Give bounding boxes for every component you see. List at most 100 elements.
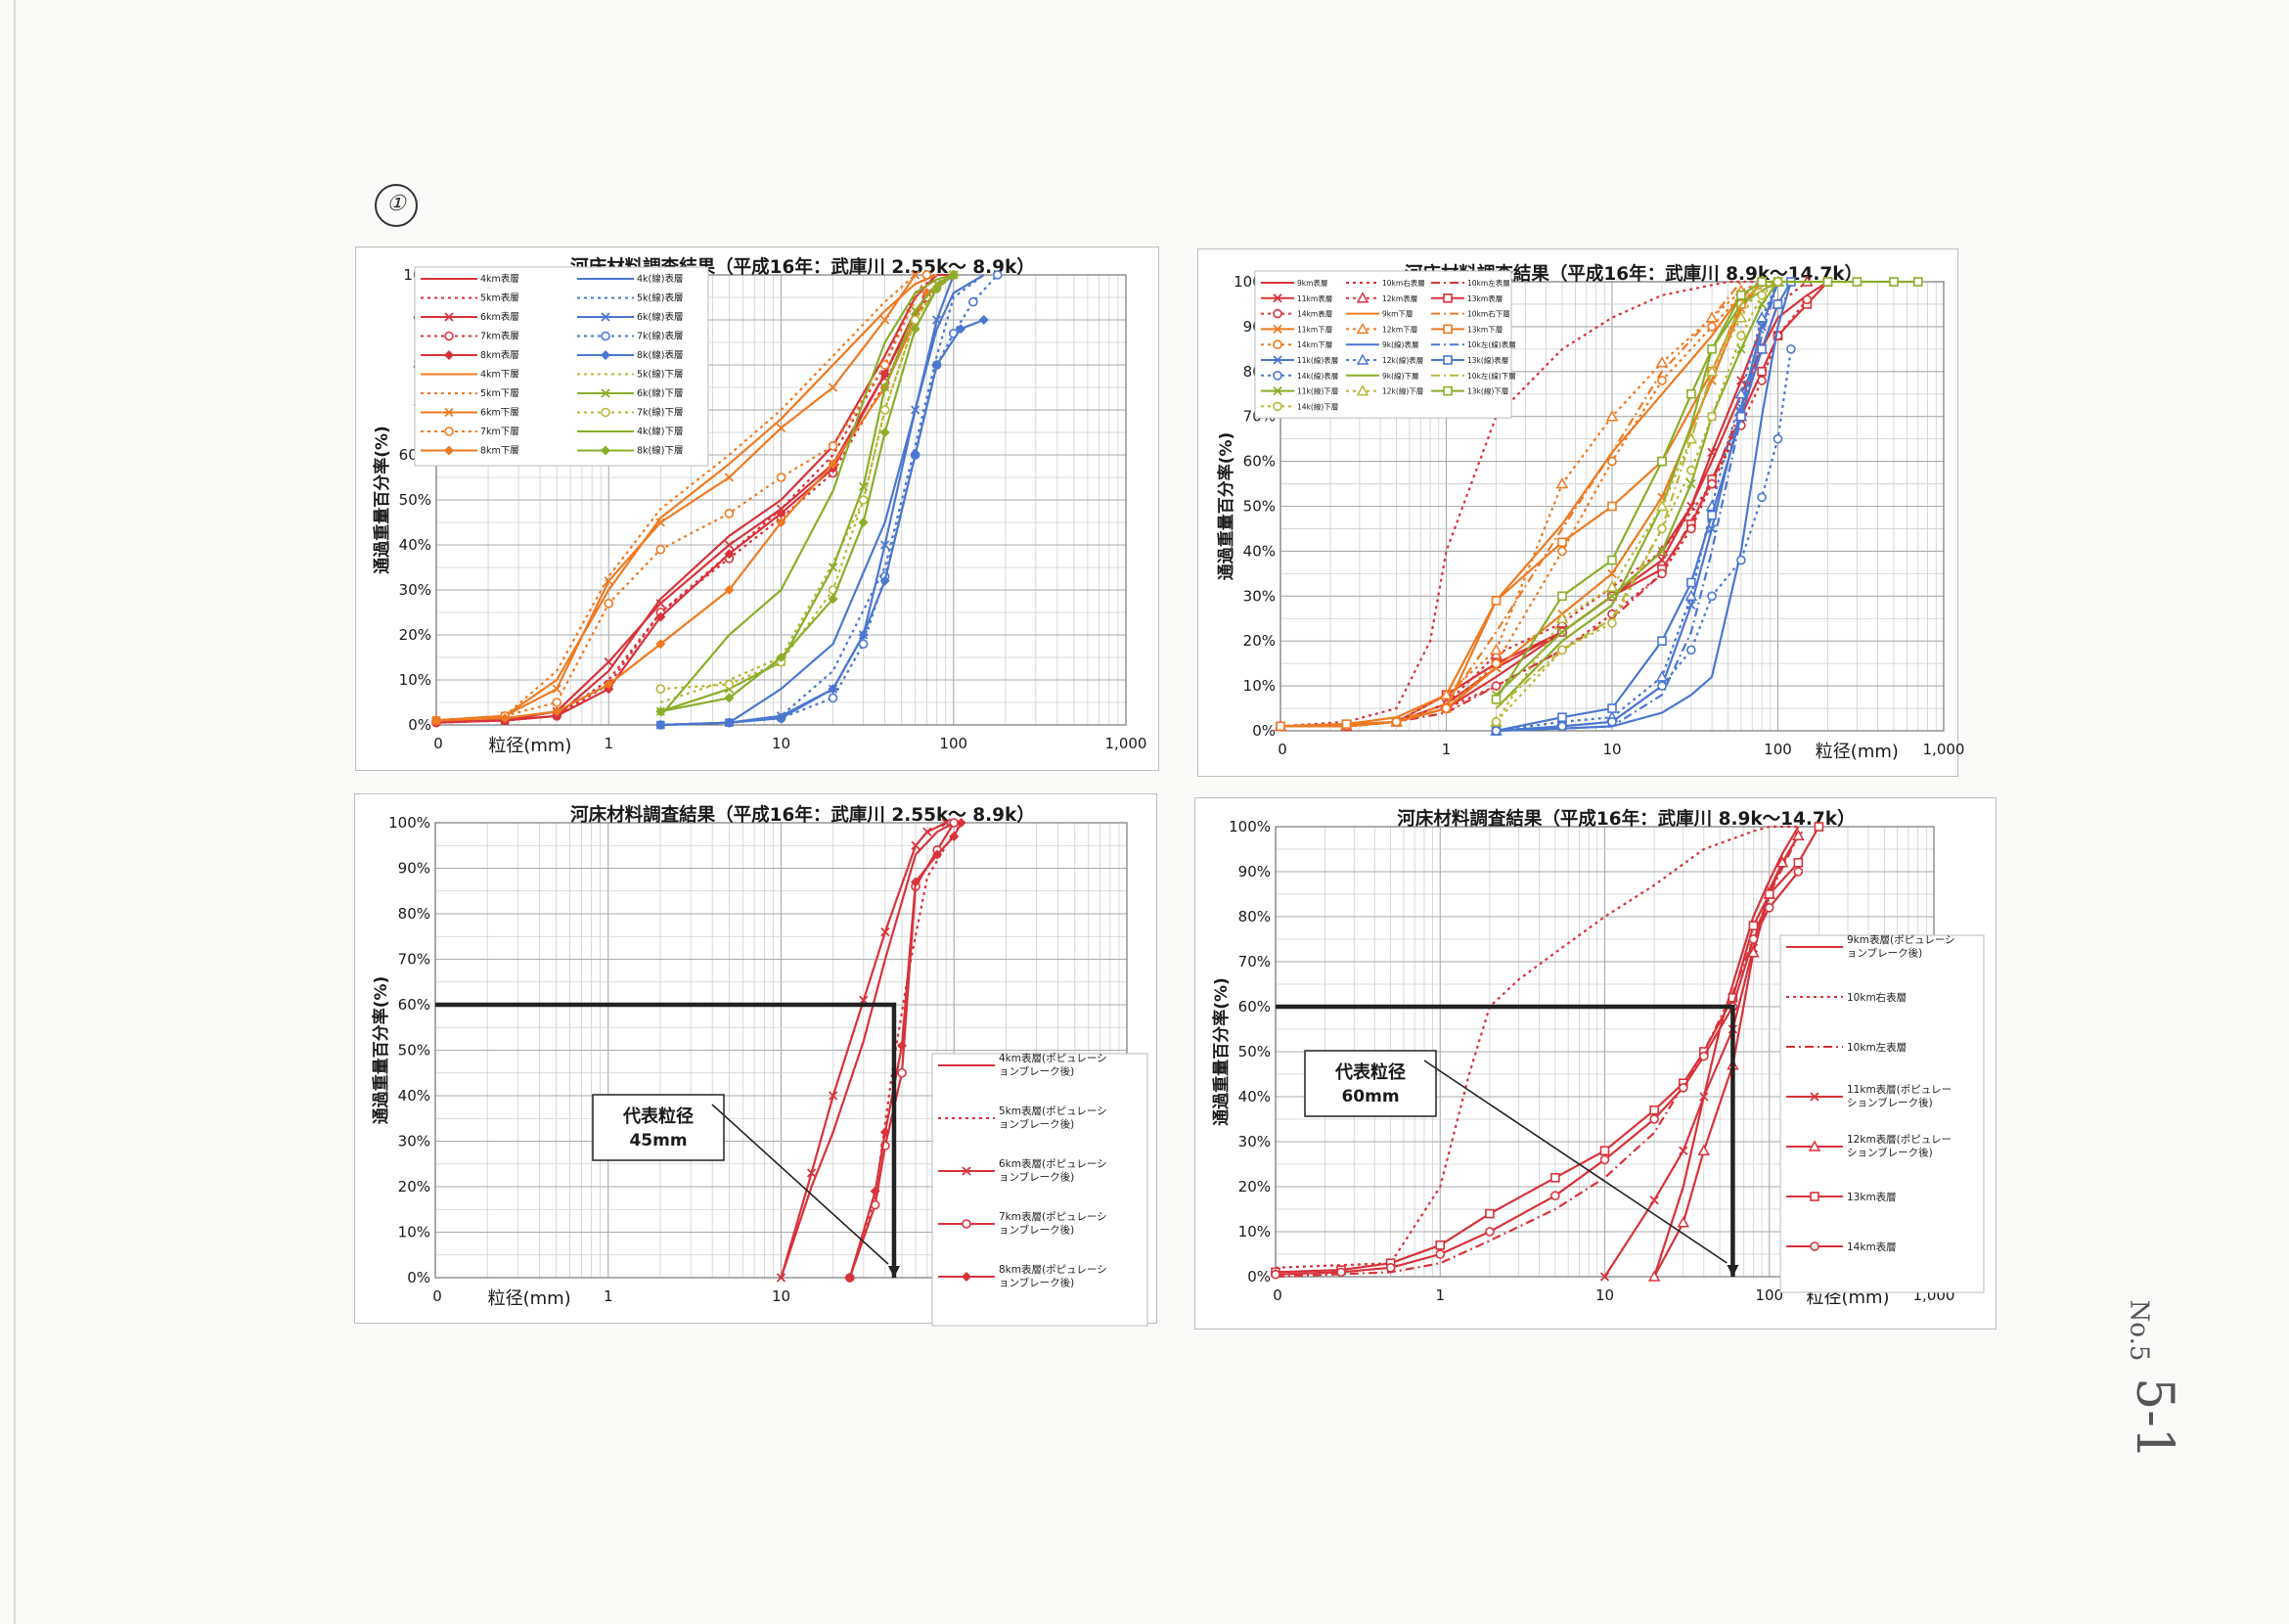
data-point [880, 926, 890, 937]
data-point [1707, 411, 1717, 422]
data-point [1605, 580, 1619, 592]
y-tick-label: 0% [408, 716, 431, 734]
legend-item: 10km右表層 [1786, 991, 1907, 1004]
data-point [431, 715, 441, 726]
data-point [1734, 311, 1748, 323]
legend-label: 12km下層 [1382, 325, 1417, 334]
series-line [660, 318, 985, 727]
data-point [911, 877, 921, 887]
legend-item: 11km表層 [1261, 293, 1332, 303]
legend-item: 7km下層 [421, 427, 519, 437]
series-line [1653, 826, 1800, 1278]
data-point [1707, 478, 1717, 489]
x-axis-label: 粒径(mm) [488, 736, 571, 756]
data-point [879, 315, 890, 325]
x-tick-label: 1,000 [1105, 735, 1147, 752]
legend-label: 7km下層 [480, 427, 519, 437]
data-point [1734, 387, 1748, 399]
series-line [780, 822, 955, 1279]
legend-label: 11k(線)下層 [1297, 386, 1338, 396]
y-tick-label: 20% [398, 1178, 430, 1195]
data-point [1773, 277, 1783, 287]
legend-label: 4km下層 [480, 370, 519, 381]
legend-label: 8k(線)下層 [637, 445, 683, 457]
data-point [1686, 600, 1696, 610]
x-tick-label: 10 [772, 1287, 790, 1305]
y-tick-label: 10% [398, 1224, 430, 1241]
data-point [1684, 432, 1698, 444]
data-point [1550, 1191, 1560, 1201]
series-line [1495, 281, 1779, 723]
legend-label: 10km右表層 [1847, 991, 1907, 1004]
data-point [1707, 344, 1717, 354]
legend-label: 8km下層 [480, 446, 519, 457]
legend-item: 5km表層 [421, 293, 519, 304]
legend-item: 10km右表層 [1346, 278, 1425, 288]
legend-label: 10km右下層 [1467, 309, 1510, 319]
legend-marker [1443, 324, 1453, 335]
data-point [1736, 376, 1746, 385]
legend-box [931, 1053, 1148, 1327]
reference-line [435, 1002, 897, 1278]
legend-item: 14km表層 [1261, 309, 1332, 319]
data-point [1657, 456, 1667, 467]
chart-panel-top-left: 0%10%20%30%40%50%60%70809010001101001,00… [355, 247, 1159, 771]
y-tick-label: 80% [1238, 908, 1271, 925]
legend-marker [601, 388, 610, 398]
legend-label: 10k左(線)下層 [1467, 371, 1516, 381]
legend-label: 13km表層 [1847, 1191, 1897, 1203]
data-point [1728, 993, 1738, 1003]
y-tick-label: 60% [1243, 453, 1276, 471]
data-point [1757, 344, 1767, 354]
data-point [870, 1186, 880, 1196]
data-point [1385, 1262, 1396, 1273]
legend-item: 11km表層(ポピュレーションブレーク後) [1786, 1083, 1952, 1109]
page-edge [14, 0, 16, 1624]
data-point [604, 576, 613, 586]
data-point [1786, 344, 1796, 354]
series-1 [780, 822, 955, 1279]
y-tick-label: 70% [1238, 953, 1271, 970]
legend-label: 5k(線)表層 [637, 293, 683, 304]
legend-marker [444, 312, 454, 322]
data-point [1271, 1269, 1280, 1280]
legend-label: 13km下層 [1467, 325, 1503, 334]
y-tick-label: 90% [1238, 863, 1271, 880]
data-point [1655, 356, 1669, 368]
legend-item: 8km表層(ポピュレーションブレーク後) [938, 1263, 1107, 1289]
series-line [435, 274, 917, 722]
y-tick-label: 90% [398, 860, 430, 878]
legend-marker [1273, 308, 1282, 319]
data-point [858, 518, 869, 527]
data-point [911, 405, 920, 415]
legend-label: 9k(線)表層 [1382, 339, 1418, 349]
legend-item: 6km表層 [421, 311, 519, 323]
data-point [1557, 591, 1567, 602]
y-axis-label: 通過重量百分率(%) [1216, 432, 1236, 581]
callout-box [592, 1094, 725, 1161]
legend-item: 11km下層 [1261, 324, 1332, 334]
x-tick-label: 0 [1278, 741, 1287, 758]
legend-item: 9km表層 [1261, 278, 1327, 288]
callout-arrow [711, 1104, 889, 1265]
legend-label: 14km下層 [1297, 340, 1332, 349]
data-point [1697, 1144, 1711, 1155]
legend-item: 10k左(線)下層 [1431, 371, 1516, 381]
x-tick-label: 1 [604, 1287, 613, 1305]
y-tick-label: 10% [1238, 1223, 1271, 1241]
data-point [1599, 1154, 1610, 1165]
legend: 4km表層(ポピュレーションブレーク後) 5km表層(ポピュレーションブレーク後)… [931, 1052, 1148, 1327]
data-point [604, 656, 613, 667]
series-16 [659, 274, 955, 704]
legend-label: 6km表層(ポピュレーションブレーク後) [999, 1157, 1107, 1184]
data-point [1814, 822, 1824, 832]
data-point [1748, 921, 1759, 930]
data-point [776, 508, 786, 519]
data-point [828, 563, 838, 572]
series-5 [844, 818, 966, 1283]
y-tick-label: 100% [1229, 818, 1271, 835]
data-point [724, 717, 735, 728]
legend-marker [962, 1219, 971, 1229]
data-point [911, 270, 920, 280]
data-point [1678, 1082, 1688, 1093]
